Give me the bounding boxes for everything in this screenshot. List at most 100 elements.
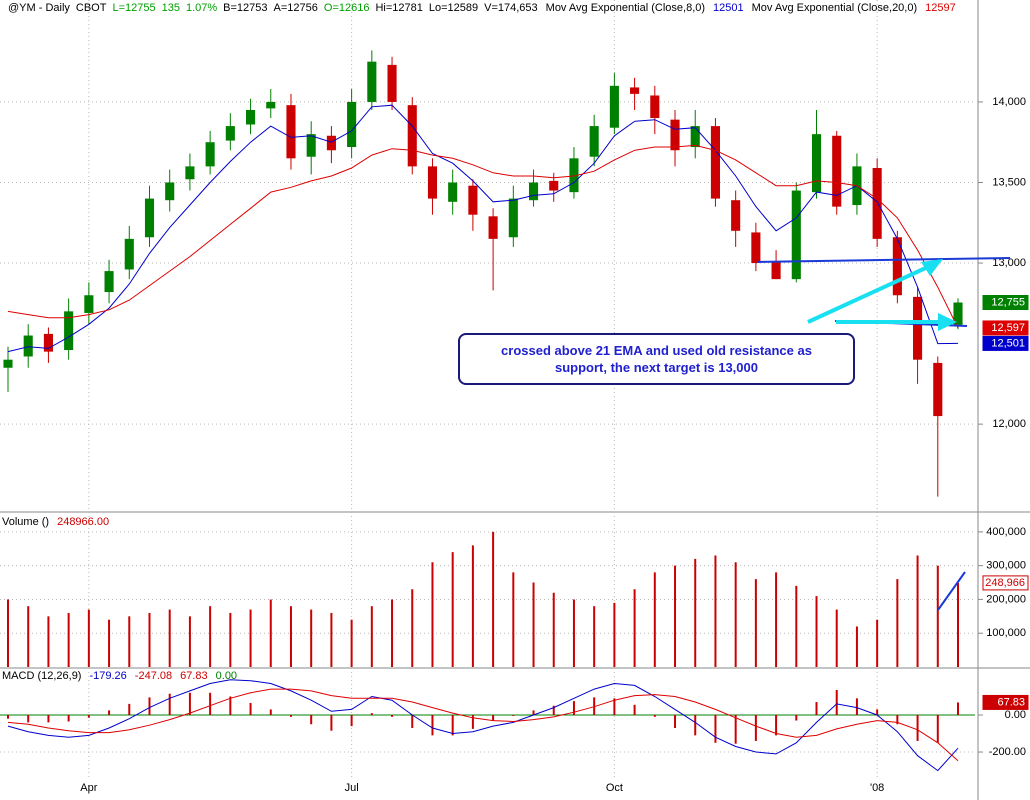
candle-body bbox=[650, 95, 660, 119]
candle-body bbox=[3, 359, 13, 368]
legend-entry: Mov Avg Exponential (Close,8,0) bbox=[546, 2, 705, 14]
candle-body bbox=[246, 109, 256, 125]
candle-body bbox=[953, 302, 963, 325]
y-tick-label: 14,000 bbox=[992, 96, 1026, 108]
header-item: V=174,653 bbox=[484, 2, 538, 14]
header-item: B=12753 bbox=[223, 2, 267, 14]
candle-body bbox=[589, 126, 599, 157]
candle-body bbox=[64, 311, 74, 351]
candle-body bbox=[165, 182, 175, 201]
candle-body bbox=[913, 296, 923, 360]
candle-body bbox=[266, 101, 276, 109]
candle-body bbox=[528, 182, 539, 201]
header-item: Hi=12781 bbox=[375, 2, 422, 14]
candle-body bbox=[306, 134, 316, 157]
annotation: crossed above 21 EMA and used old resist… bbox=[458, 333, 855, 385]
ema-label-box bbox=[982, 335, 1029, 351]
header-item: @YM - Daily bbox=[8, 2, 70, 14]
candle-body bbox=[630, 87, 640, 94]
arrow-head bbox=[938, 313, 957, 331]
candle-body bbox=[892, 237, 902, 296]
candle-body bbox=[872, 167, 882, 239]
close-label: 12,755 bbox=[991, 296, 1025, 308]
candle-body bbox=[508, 198, 518, 238]
candle-body bbox=[670, 119, 680, 151]
x-tick-label: Oct bbox=[606, 782, 623, 794]
y-tick-label: 13,000 bbox=[992, 257, 1026, 269]
panel-title: Volume () bbox=[2, 516, 49, 528]
y-tick-label: 0.00 bbox=[1005, 709, 1026, 721]
legend-value: 12501 bbox=[713, 2, 744, 14]
legend-value: 12597 bbox=[925, 2, 956, 14]
candle-body bbox=[347, 101, 357, 148]
candle-body bbox=[326, 135, 336, 151]
candle-body bbox=[448, 182, 458, 202]
header-item: -247.08 bbox=[135, 670, 172, 682]
candle-body bbox=[23, 335, 33, 357]
candle-body bbox=[84, 295, 94, 313]
candle-body bbox=[104, 271, 114, 293]
arrow bbox=[807, 264, 931, 324]
candle-body bbox=[751, 232, 761, 264]
candle-body bbox=[771, 261, 781, 280]
ema-label-box bbox=[982, 320, 1029, 336]
candle-body bbox=[468, 185, 478, 215]
volume-label-box bbox=[982, 575, 1029, 591]
panel-value: 248966.00 bbox=[57, 516, 109, 528]
candle-body bbox=[731, 200, 741, 231]
candle-body bbox=[387, 64, 397, 102]
x-tick-label: '08 bbox=[870, 782, 884, 794]
legend-entry: Mov Avg Exponential (Close,20,0) bbox=[752, 2, 918, 14]
panel-title: MACD (12,26,9) bbox=[2, 670, 81, 682]
header-item: A=12756 bbox=[274, 2, 318, 14]
header-item: 135 bbox=[162, 2, 180, 14]
panel-header: Volume () 248966.00 bbox=[2, 516, 109, 528]
candle-body bbox=[225, 126, 235, 141]
candle-body bbox=[609, 85, 619, 128]
candle-body bbox=[549, 180, 559, 191]
panel-header: MACD (12,26,9) -179.26 -247.08 67.83 0.00 bbox=[2, 670, 237, 682]
y-tick-label: 300,000 bbox=[986, 560, 1026, 572]
drawings bbox=[756, 257, 1011, 611]
candle-body bbox=[690, 126, 700, 148]
candle-body bbox=[43, 333, 53, 352]
x-tick-label: Jul bbox=[345, 782, 359, 794]
y-tick-label: 100,000 bbox=[986, 627, 1026, 639]
panel-header: @YM - Daily CBOT L=12755 135 1.07% B=12753 A=1… bbox=[8, 2, 956, 14]
header-item: O=12616 bbox=[324, 2, 370, 14]
candle-body bbox=[286, 105, 296, 159]
candle-body bbox=[205, 142, 215, 167]
histogram-label: 67.83 bbox=[997, 696, 1025, 708]
y-tick-label: 13,500 bbox=[992, 176, 1026, 188]
candle-body bbox=[367, 61, 377, 102]
macd-line bbox=[7, 679, 959, 772]
candle-body bbox=[569, 158, 579, 193]
candle-body bbox=[710, 126, 720, 199]
ema-line bbox=[7, 104, 959, 353]
close-label-box bbox=[982, 295, 1029, 311]
ema-label: 12,501 bbox=[991, 337, 1025, 349]
candle-body bbox=[407, 105, 417, 167]
arrow-head bbox=[921, 259, 943, 276]
y-tick-label: -200.00 bbox=[989, 746, 1026, 758]
x-tick-label: Apr bbox=[80, 782, 97, 794]
volume-label: 248,966 bbox=[985, 577, 1025, 589]
macd-line bbox=[7, 688, 959, 762]
candle-body bbox=[488, 216, 498, 239]
y-tick-label: 12,000 bbox=[992, 418, 1026, 430]
candle-body bbox=[185, 166, 195, 180]
header-item: 67.83 bbox=[180, 670, 208, 682]
y-tick-label: 200,000 bbox=[986, 593, 1026, 605]
candle-body bbox=[144, 198, 155, 238]
trend-line bbox=[937, 571, 966, 611]
candle-body bbox=[933, 362, 943, 417]
histogram-label-box bbox=[982, 694, 1029, 710]
header-item: 0.00 bbox=[216, 670, 237, 682]
y-tick-label: 400,000 bbox=[986, 526, 1026, 538]
header-item: L=12755 bbox=[112, 2, 155, 14]
ema-line bbox=[7, 144, 959, 329]
